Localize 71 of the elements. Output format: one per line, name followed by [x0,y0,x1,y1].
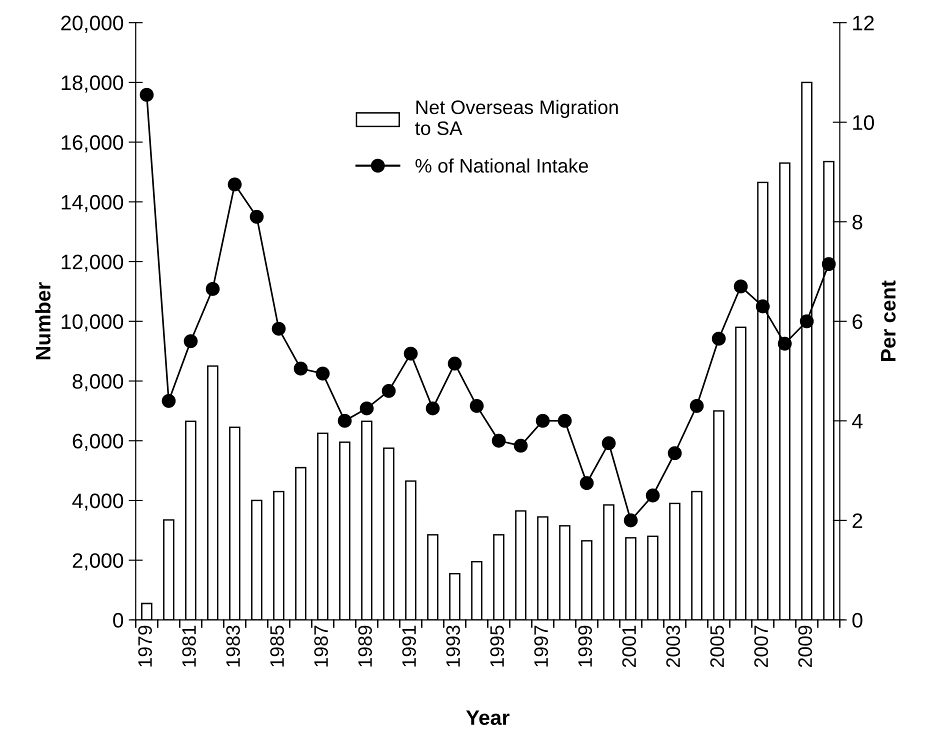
x-tick-label: 2003 [666,626,680,668]
x-tick-label: 1985 [270,626,284,667]
x-tick-label: 1999 [578,626,592,667]
y-tick-label: 0 [113,612,124,628]
y-tick-label: 20,000 [61,16,124,33]
point [338,414,352,428]
y2-tick-label: 10 [853,115,874,130]
point [426,401,440,416]
point [756,299,770,314]
point [162,394,176,408]
point [272,322,286,336]
y-tick-label: 16,000 [62,135,124,152]
point [206,282,220,296]
legend-label: % of National Intake [416,158,588,173]
point [646,488,660,502]
point [140,88,154,102]
x-tick-label: 2007 [754,626,768,668]
point [514,438,528,453]
x-tick-label: 2001 [622,626,636,668]
x-tick-label: 2005 [710,626,724,668]
y-tick-label: 14,000 [62,194,124,212]
point [690,398,704,413]
y2-tick-label: 0 [852,612,862,628]
point [492,434,506,448]
point [250,210,264,224]
y-tick-label: 18,000 [62,75,124,93]
point [536,414,550,428]
x-tick-label: 1993 [446,626,460,667]
y-axis-title: Number [35,282,51,360]
point [580,476,594,490]
x-tick-label: 1989 [358,626,372,667]
y-tick-label: 8,000 [72,374,124,392]
point [184,334,198,348]
y2-tick-label: 2 [852,513,862,528]
point [360,401,374,416]
point [602,436,616,450]
y2-tick-label: 8 [852,214,862,230]
y-tick-label: 10,000 [62,314,124,332]
point [448,356,462,371]
x-tick-label: 1991 [402,626,416,667]
y2-axis-title: Per cent [881,280,896,362]
x-tick-label: 1987 [314,626,328,667]
point [822,257,836,272]
point [712,332,726,346]
y-tick-label: 4,000 [72,493,124,511]
y-tick-label: 2,000 [72,553,124,570]
x-tick-label: 1997 [534,626,548,667]
x-axis-title: Year [466,710,510,725]
x-tick-label: 1981 [182,626,196,667]
point [558,414,572,428]
x-tick-label: 1979 [138,626,152,667]
point [316,366,330,381]
y-tick-label: 6,000 [72,434,124,451]
point [228,177,242,192]
x-tick-label: 2009 [798,626,812,668]
point [470,398,484,413]
legend-label: Net Overseas Migration to SA [415,100,618,136]
point [624,513,638,528]
y2-tick-label: 6 [852,314,862,330]
y-tick-label: 12,000 [62,254,124,272]
point [734,280,748,294]
x-tick-label: 1983 [226,626,240,667]
point [382,384,396,398]
point [404,346,418,361]
y2-tick-label: 12 [853,16,874,30]
y2-tick-label: 4 [852,414,863,428]
point [668,446,682,460]
point [778,336,792,351]
point [800,314,814,328]
x-tick-label: 1995 [490,626,504,667]
point [294,362,308,376]
